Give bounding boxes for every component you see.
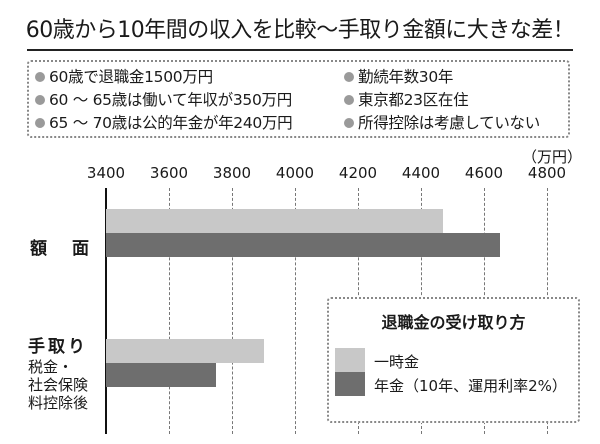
category-label-gross: 額 面: [30, 239, 93, 259]
bar-gross-pension: [106, 233, 500, 257]
gridline: [169, 188, 170, 434]
sublabel-line: 料控除後: [28, 394, 89, 412]
bullet-icon: [344, 118, 354, 128]
x-tick-label: 4400: [401, 164, 441, 182]
legend-swatch-pension: [335, 372, 365, 396]
legend: 退職金の受け取り方 一時金 年金（10年、運用利率2%）: [327, 297, 580, 423]
x-tick-label: 3800: [212, 164, 252, 182]
gridline: [295, 188, 296, 434]
bar-gross-lump-sum: [106, 209, 444, 233]
x-tick-label: 4000: [275, 164, 315, 182]
assumption-text: 勤続年数30年: [358, 68, 454, 86]
assumption-text: 所得控除は考慮していない: [358, 114, 540, 132]
assumptions-left-column: 60歳で退職金1500万円 60 ～ 65歳は働いて年収が350万円 65 ～ …: [35, 66, 293, 135]
bullet-icon: [344, 72, 354, 82]
bar-net-pension: [106, 363, 217, 387]
bullet-icon: [344, 95, 354, 105]
category-label-net: 手取り: [28, 337, 88, 357]
bullet-icon: [35, 72, 45, 82]
assumption-text: 60 ～ 65歳は働いて年収が350万円: [49, 91, 292, 109]
assumption-item: 所得控除は考慮していない: [344, 112, 540, 135]
assumption-text: 60歳で退職金1500万円: [49, 68, 213, 86]
assumption-item: 65 ～ 70歳は公的年金が年240万円: [35, 112, 293, 135]
assumption-text: 東京都23区在住: [358, 91, 469, 109]
legend-label-pension: 年金（10年、運用利率2%）: [374, 377, 567, 395]
bullet-icon: [35, 118, 45, 128]
y-axis-line: [105, 188, 107, 434]
assumption-item: 60 ～ 65歳は働いて年収が350万円: [35, 89, 292, 112]
assumption-item: 東京都23区在住: [344, 89, 540, 112]
assumption-item: 勤続年数30年: [344, 66, 540, 89]
title-underline: [27, 49, 573, 51]
x-tick-label: 3400: [86, 164, 126, 182]
assumption-item: 60歳で退職金1500万円: [35, 66, 292, 89]
x-tick-label: 3600: [149, 164, 189, 182]
bullet-icon: [35, 95, 45, 105]
category-sublabel-net: 税金・ 社会保険 料控除後: [28, 358, 88, 412]
axis-unit-label: （万円）: [522, 148, 583, 166]
assumption-text: 65 ～ 70歳は公的年金が年240万円: [49, 114, 293, 132]
legend-swatch-lump-sum: [335, 348, 365, 372]
legend-title: 退職金の受け取り方: [381, 313, 526, 332]
assumptions-box: 60歳で退職金1500万円 60 ～ 65歳は働いて年収が350万円 65 ～ …: [27, 60, 570, 138]
sublabel-line: 社会保険: [28, 376, 89, 394]
assumptions-right-column: 勤続年数30年 東京都23区在住 所得控除は考慮していない: [344, 66, 540, 135]
sublabel-line: 税金・: [28, 358, 74, 376]
bar-net-lump-sum: [106, 339, 264, 363]
chart-title: 60歳から10年間の収入を比較～手取り金額に大きな差！: [25, 18, 575, 43]
x-tick-label: 4800: [527, 164, 567, 182]
legend-label-lump-sum: 一時金: [374, 353, 420, 371]
gridline: [232, 188, 233, 434]
x-tick-label: 4600: [464, 164, 504, 182]
x-tick-label: 4200: [338, 164, 378, 182]
